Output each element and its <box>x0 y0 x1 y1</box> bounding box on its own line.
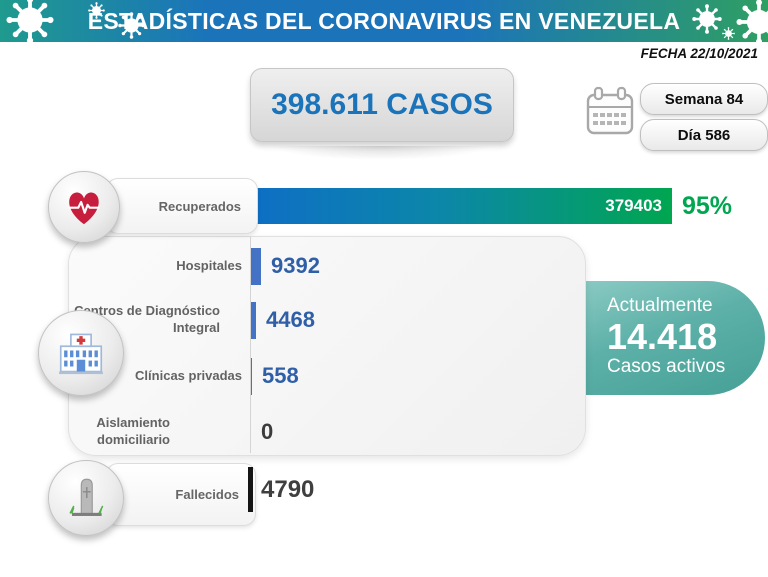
bar-axis-line <box>250 237 251 453</box>
day-label: Día 586 <box>677 126 731 144</box>
deaths-bar <box>248 467 253 512</box>
page-title: ESTADÍSTICAS DEL CORONAVIRUS EN VENEZUEL… <box>87 8 681 34</box>
row-value: 9392 <box>271 253 320 278</box>
recovered-bar: 379403 <box>256 188 672 224</box>
heart-pulse-icon <box>68 192 100 225</box>
row-label: Clínicas privadas <box>135 367 242 383</box>
row-bar <box>251 357 252 395</box>
total-cases-box: 398.611 CASOS <box>250 68 514 142</box>
recovered-label-box: Recuperados <box>106 178 258 234</box>
active-cases-box: Actualmente 14.418 Casos activos <box>575 281 765 395</box>
hospital-icon-circle <box>38 310 124 396</box>
deaths-label-box: Fallecidos <box>106 463 256 526</box>
active-cases-caption-top: Actualmente <box>607 295 713 316</box>
active-cases-caption-bottom: Casos activos <box>607 356 726 378</box>
row-bar <box>251 301 256 339</box>
header-banner: ESTADÍSTICAS DEL CORONAVIRUS EN VENEZUEL… <box>0 0 768 42</box>
breakdown-row: Hospitales 9392 <box>70 246 320 286</box>
day-badge: Día 586 <box>640 119 768 151</box>
row-value: 558 <box>262 363 299 388</box>
row-bar <box>251 247 261 285</box>
hospital-icon <box>59 333 103 375</box>
row-label: Aislamiento domiciliario <box>96 415 170 447</box>
row-label: Centros de Diagnóstico Integral <box>74 303 220 335</box>
row-value: 0 <box>261 419 274 444</box>
week-badge: Semana 84 <box>640 83 768 115</box>
date-label: FECHA 22/10/2021 <box>640 46 758 61</box>
recovered-value: 379403 <box>605 196 662 215</box>
calendar-icon <box>586 86 634 135</box>
row-value: 4468 <box>266 307 315 332</box>
breakdown-row: Centros de Diagnóstico Integral 4468 <box>70 296 315 344</box>
recovered-percent: 95% <box>682 192 733 220</box>
total-cases-value: 398.611 CASOS <box>271 88 493 121</box>
breakdown-row: Aislamiento domiciliario 0 <box>70 410 273 454</box>
reflection <box>270 146 492 160</box>
deaths-icon-circle <box>48 460 124 536</box>
week-label: Semana 84 <box>664 90 744 108</box>
tombstone-icon <box>69 478 104 516</box>
breakdown-row: Clínicas privadas 558 <box>70 356 299 396</box>
row-label: Hospitales <box>176 257 242 273</box>
active-breakdown-panel <box>68 236 586 456</box>
active-cases-value: 14.418 <box>607 315 718 357</box>
deaths-label: Fallecidos <box>175 487 239 502</box>
deaths-value: 4790 <box>261 475 315 503</box>
recovered-icon-circle <box>48 171 120 243</box>
recovered-label: Recuperados <box>158 198 241 214</box>
deaths-row: 4790 <box>248 467 314 512</box>
